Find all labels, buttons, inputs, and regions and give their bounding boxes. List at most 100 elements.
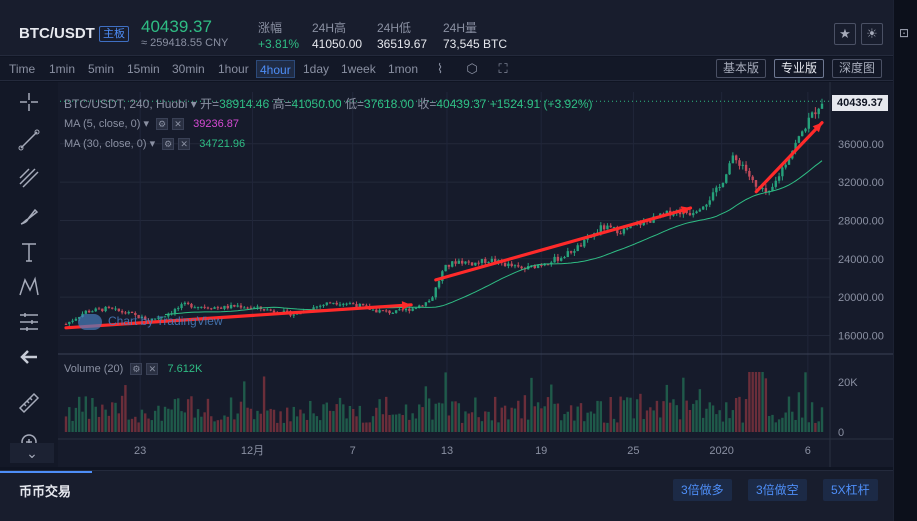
candle-type-icon[interactable]: ⌇ — [436, 61, 444, 76]
candle-body — [629, 225, 632, 229]
trend-line-icon[interactable] — [14, 125, 44, 155]
tf-1week[interactable]: 1week — [341, 62, 376, 76]
brightness-icon[interactable]: ☀ — [861, 23, 883, 45]
candle-body — [685, 209, 688, 213]
volume-bar — [464, 411, 467, 432]
tf-1day[interactable]: 1day — [303, 62, 330, 76]
brush-icon[interactable] — [14, 201, 44, 231]
tab-spot-trading[interactable]: 币币交易 — [19, 484, 72, 499]
volume-bar — [87, 418, 91, 432]
candle-body — [249, 307, 253, 309]
candle-body — [375, 309, 378, 313]
long-3x-button[interactable]: 3倍做多 — [673, 479, 732, 501]
measure-icon[interactable] — [14, 307, 44, 337]
price-chart[interactable]: 16000.00 20000.00 24000.00 28000.00 32000.00… — [58, 82, 893, 467]
volume-bar — [734, 397, 738, 432]
candle-body — [120, 311, 124, 313]
candle-body — [814, 112, 817, 115]
legend-caret-icon[interactable]: ▾ — [190, 97, 201, 111]
candle-body — [332, 302, 335, 304]
volume-bar — [206, 398, 210, 432]
volume-close-icon[interactable]: ✕ — [146, 363, 159, 376]
volume-bar — [378, 399, 381, 432]
candle-body — [569, 251, 573, 253]
volume-settings-icon[interactable]: ⚙ — [130, 363, 143, 376]
star-icon[interactable]: ★ — [834, 23, 856, 45]
fullscreen-icon[interactable]: ⛶ — [498, 61, 508, 76]
indicator-icon[interactable]: ⬡ — [466, 61, 478, 76]
ma30-value: 34721.96 — [199, 138, 246, 150]
volume-bar — [526, 419, 530, 432]
view-pro[interactable]: 专业版 — [774, 59, 825, 78]
volume-bar — [196, 409, 200, 432]
view-basic[interactable]: 基本版 — [716, 59, 767, 78]
ma30-label[interactable]: MA (30, close, 0) — [64, 138, 147, 150]
candle-body — [540, 264, 543, 266]
candle-body — [517, 265, 520, 267]
ma5-close-icon[interactable]: ✕ — [172, 118, 185, 131]
candle-body — [177, 308, 180, 310]
panel-handle-icon[interactable]: ⊡ — [899, 26, 910, 40]
volume-bar — [645, 410, 649, 432]
ma30-close-icon[interactable]: ✕ — [178, 138, 191, 151]
ruler-icon[interactable] — [14, 388, 44, 418]
text-icon[interactable] — [14, 237, 44, 267]
pair-name[interactable]: BTC/USDT — [19, 25, 95, 42]
tf-15min[interactable]: 15min — [127, 62, 160, 76]
tf-1min[interactable]: 1min — [49, 62, 76, 76]
legend-symbol[interactable]: BTC/USDT, 240, Huobi — [64, 97, 188, 111]
candle-body — [424, 302, 428, 306]
short-3x-button[interactable]: 3倍做空 — [748, 479, 807, 501]
ma30-caret-icon[interactable]: ▾ — [149, 138, 156, 150]
volume-label[interactable]: Volume (20) — [64, 363, 124, 375]
candle-body — [117, 308, 121, 312]
tf-1mon[interactable]: 1mon — [388, 62, 419, 76]
volume-bar — [282, 422, 286, 432]
volume-bar — [332, 411, 335, 432]
ma5-settings-icon[interactable]: ⚙ — [156, 118, 169, 131]
pattern-icon[interactable] — [14, 272, 44, 302]
volume-bar — [688, 409, 692, 432]
volume-bar — [441, 403, 444, 432]
margin-5x-button[interactable]: 5X杠杆 — [823, 479, 878, 501]
volume-bar — [213, 421, 216, 432]
candle-body — [229, 304, 233, 309]
collapse-tools-button[interactable]: ⌄ — [10, 443, 54, 463]
candle-body — [774, 180, 777, 187]
candle-body — [444, 264, 447, 272]
volume-bar — [252, 419, 256, 432]
candle-body — [378, 310, 381, 313]
volume-bar — [559, 420, 563, 432]
candle-body — [431, 297, 434, 301]
chart-canvas[interactable]: 16000.00 20000.00 24000.00 28000.00 32000.00… — [58, 82, 893, 467]
legend-open-label: 开= — [200, 97, 220, 111]
tf-time[interactable]: Time — [9, 62, 36, 76]
candle-body — [576, 245, 579, 252]
tf-4hour[interactable]: 4hour — [256, 60, 295, 78]
volume-bar — [295, 416, 299, 432]
tf-5min[interactable]: 5min — [88, 62, 115, 76]
candle-body — [216, 307, 220, 309]
crosshair-icon[interactable] — [14, 87, 44, 117]
tf-30min[interactable]: 30min — [172, 62, 205, 76]
ma30-settings-icon[interactable]: ⚙ — [162, 138, 175, 151]
volume-bar — [774, 422, 777, 432]
candle-body — [460, 260, 464, 264]
back-arrow-icon[interactable] — [14, 342, 44, 372]
fib-icon[interactable] — [14, 163, 44, 193]
ma5-caret-icon[interactable]: ▾ — [143, 118, 150, 130]
candle-body — [804, 128, 807, 132]
candle-body — [464, 261, 467, 264]
candle-body — [252, 307, 256, 309]
candle-body — [820, 103, 824, 109]
candle-body — [236, 305, 239, 307]
candle-body — [451, 261, 454, 267]
volume-bar — [170, 409, 173, 432]
tradingview-watermark[interactable]: Chart by TradingView — [78, 314, 223, 330]
ma5-label[interactable]: MA (5, close, 0) — [64, 118, 141, 130]
view-depth[interactable]: 深度图 — [832, 59, 883, 78]
candle-body — [437, 281, 441, 288]
tf-1hour[interactable]: 1hour — [218, 62, 249, 76]
candle-body — [140, 316, 144, 319]
